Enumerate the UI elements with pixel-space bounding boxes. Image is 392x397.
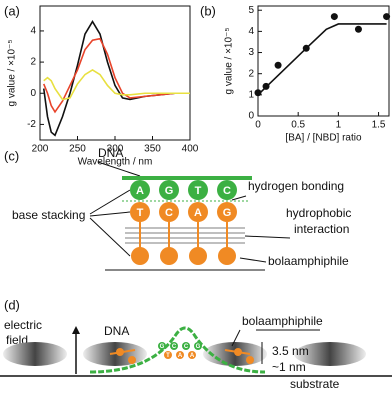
- base: A: [178, 353, 183, 359]
- point: [330, 13, 338, 21]
- point: [354, 25, 362, 33]
- base-circle: [130, 180, 150, 200]
- base-circle: [164, 351, 172, 359]
- leader: [97, 161, 141, 177]
- base-circle: [217, 180, 237, 200]
- base: G: [165, 185, 174, 197]
- label: ~1 nm: [272, 360, 306, 374]
- label: DNA: [98, 146, 123, 160]
- x-tick-label: 400: [182, 144, 199, 155]
- label: hydrogen bonding: [248, 179, 344, 193]
- leader: [239, 257, 267, 263]
- leader: [231, 329, 241, 347]
- hydrophobic-stripes: [125, 227, 245, 244]
- label: bolaamphiphile: [242, 314, 323, 328]
- series-line: [43, 37, 190, 114]
- base: T: [166, 353, 170, 359]
- x-tick-label: 200: [32, 144, 49, 155]
- label: electric: [4, 318, 42, 332]
- x-tick-label: 1: [336, 120, 342, 131]
- point: [254, 89, 262, 97]
- base: G: [223, 207, 232, 219]
- base: A: [194, 207, 202, 219]
- base-circle: [130, 202, 150, 222]
- y-axis-label: g value / ×10⁻⁵: [224, 28, 235, 95]
- x-axis-label: [BA] / [NBD] ratio: [285, 133, 362, 144]
- bola-head: [189, 247, 207, 265]
- point: [383, 13, 391, 21]
- diagram-c: (c) DNA hydrogen bonding base stacking h…: [4, 146, 351, 271]
- label: interaction: [294, 222, 349, 236]
- label: hydrophobic: [286, 206, 351, 220]
- x-tick-label: 300: [107, 144, 124, 155]
- arrowhead: [72, 326, 80, 334]
- series-line: [43, 68, 190, 101]
- y-tick-label: 2: [30, 57, 36, 68]
- point: [274, 61, 282, 69]
- panel-label: (d): [4, 297, 20, 312]
- panel-label: (a): [4, 3, 20, 18]
- base: T: [195, 185, 202, 197]
- blob: [294, 342, 366, 366]
- y-tick-label: 3: [248, 47, 254, 58]
- base-circle: [182, 342, 190, 350]
- y-tick-label: 5: [248, 5, 254, 16]
- dna-strand: [89, 326, 266, 374]
- base-circle: [159, 202, 179, 222]
- bola-head: [218, 247, 236, 265]
- plot-frame: [39, 5, 191, 141]
- label: 3.5 nm: [272, 344, 309, 358]
- x-axis-label: Wavelength / nm: [78, 157, 153, 168]
- plot-frame: [257, 5, 390, 117]
- base: C: [172, 344, 177, 350]
- base-circle: [188, 180, 208, 200]
- y-tick-label: 1: [248, 89, 254, 100]
- label: substrate: [290, 377, 340, 391]
- series-line: [257, 23, 387, 96]
- base-circle: [188, 202, 208, 222]
- base-circle: [217, 202, 237, 222]
- base: A: [190, 353, 195, 359]
- x-tick-label: 0.5: [291, 120, 305, 131]
- x-tick-label: 1.5: [372, 120, 386, 131]
- leader: [231, 195, 247, 201]
- y-tick-label: 4: [248, 26, 254, 37]
- panel-label: (c): [4, 148, 19, 163]
- base: G: [196, 344, 201, 350]
- y-axis-label: g value / ×10⁻⁵: [7, 40, 18, 107]
- panel-label: (b): [200, 3, 216, 18]
- y-tick-label: -2: [27, 119, 36, 130]
- base: T: [137, 207, 144, 219]
- leaders: [89, 189, 131, 257]
- label: DNA: [104, 324, 129, 338]
- base: C: [223, 185, 231, 197]
- label: bolaamphiphile: [268, 254, 349, 268]
- base-circle: [194, 342, 202, 350]
- base-circle: [188, 351, 196, 359]
- base-circle: [158, 342, 166, 350]
- base: G: [160, 344, 165, 350]
- base: C: [165, 207, 173, 219]
- base: A: [136, 185, 144, 197]
- blob: [3, 342, 67, 366]
- y-tick-label: 4: [30, 26, 36, 37]
- y-tick-label: 0: [30, 88, 36, 99]
- leader: [244, 235, 291, 239]
- bola-head: [160, 247, 178, 265]
- diagram-d: (d) electric field DNA bolaamphiphile 3.…: [0, 297, 392, 391]
- bola-head: [131, 247, 149, 265]
- x-tick-label: 250: [69, 144, 86, 155]
- series-line: [42, 20, 190, 137]
- x-tick-label: 350: [144, 144, 161, 155]
- base-circle: [159, 180, 179, 200]
- y-tick-label: 0: [248, 111, 254, 122]
- y-tick-label: 2: [248, 68, 254, 79]
- base: C: [184, 344, 189, 350]
- x-tick-label: 0: [255, 120, 261, 131]
- label: base stacking: [12, 208, 85, 222]
- base-circle: [176, 351, 184, 359]
- base-circle: [170, 342, 178, 350]
